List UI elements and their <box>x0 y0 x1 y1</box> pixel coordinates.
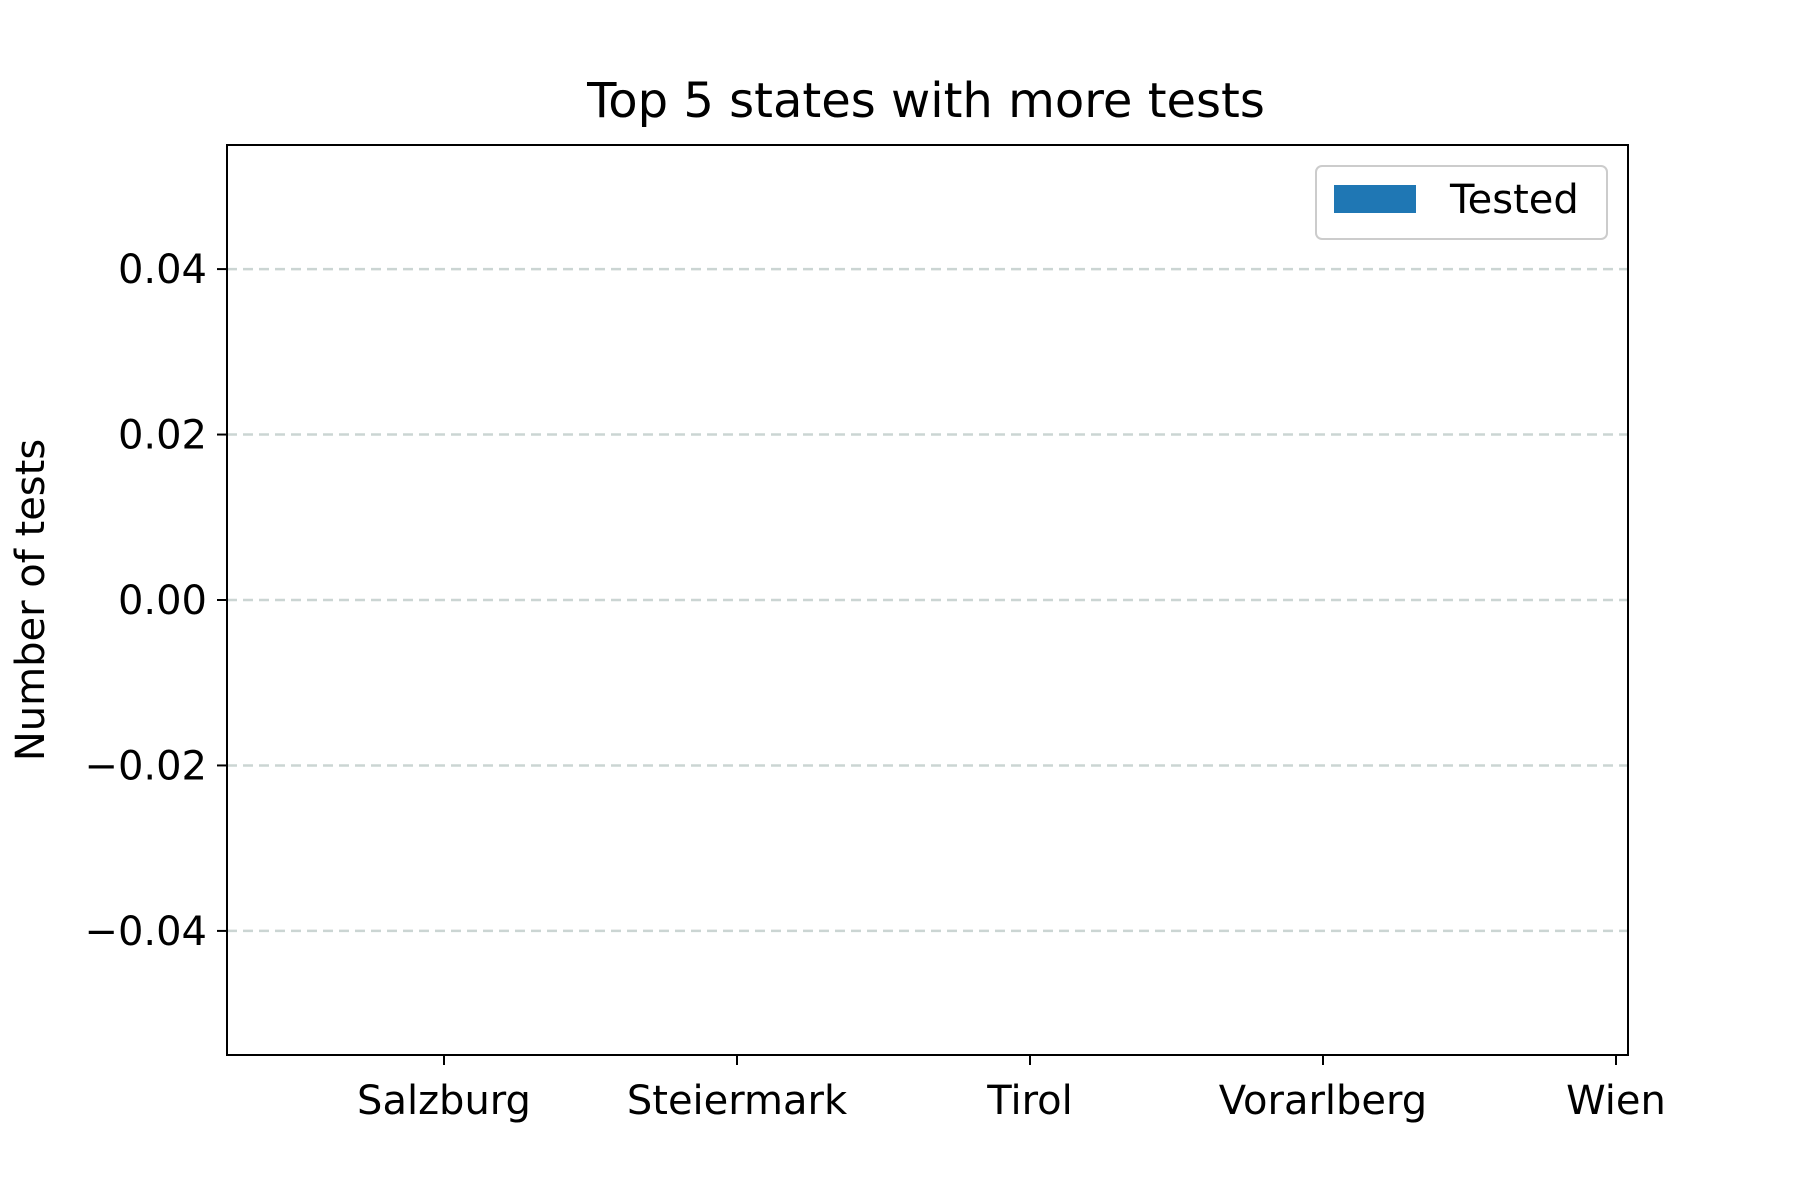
x-tick-label: Tirol <box>986 1078 1072 1124</box>
y-tick-label: −0.04 <box>84 909 207 955</box>
y-axis-ticks: −0.04 −0.02 0.00 0.02 0.04 <box>84 247 227 955</box>
chart-title: Top 5 states with more tests <box>586 73 1265 129</box>
x-tick-label: Wien <box>1566 1078 1666 1124</box>
y-tick-label: 0.02 <box>118 413 207 459</box>
x-axis-ticks: Salzburg Steiermark Tirol Vorarlberg Wien <box>357 1055 1666 1124</box>
legend-swatch-tested <box>1334 185 1416 213</box>
legend-box <box>1315 165 1608 240</box>
y-axis-label: Number of tests <box>8 439 54 761</box>
x-tick-label: Vorarlberg <box>1219 1078 1427 1124</box>
x-tick-label: Salzburg <box>357 1078 531 1124</box>
y-tick-label: −0.02 <box>84 743 207 789</box>
y-gridlines <box>227 267 1628 933</box>
legend-label-tested: Tested <box>1449 177 1579 223</box>
x-tick-label: Steiermark <box>627 1078 848 1124</box>
y-tick-label: 0.00 <box>118 578 207 624</box>
legend: Tested <box>1315 165 1608 240</box>
y-tick-label: 0.04 <box>118 247 207 293</box>
